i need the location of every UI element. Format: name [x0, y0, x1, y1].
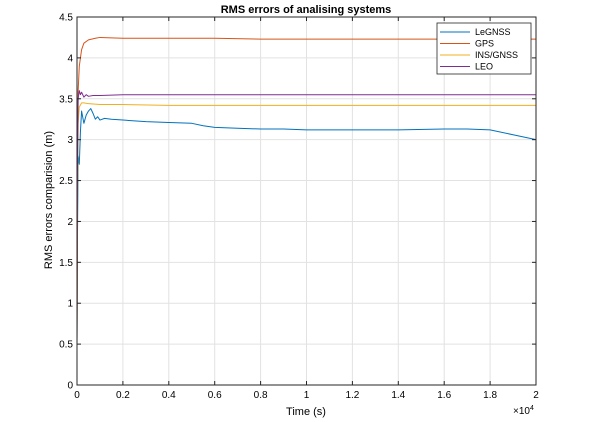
x-exponent-power: 4 — [530, 405, 534, 412]
x-tick-labels: 0 0.2 0.4 0.6 0.8 1 1.2 1.4 1.6 1.8 2 — [74, 390, 539, 401]
y-tick-label: 0 — [67, 381, 73, 392]
x-tick-label: 1.6 — [437, 390, 451, 401]
x-tick-label: 0.8 — [254, 390, 268, 401]
y-tick-label: 3.5 — [59, 94, 73, 105]
x-tick-label: 1.8 — [483, 390, 497, 401]
x-tick-label: 0.4 — [162, 390, 176, 401]
y-tick-label: 1 — [67, 299, 73, 310]
y-tick-label: 4 — [67, 53, 73, 64]
x-tick-label: 0.2 — [116, 390, 130, 401]
y-axis-label: RMS errors comparision (m) — [43, 131, 55, 269]
series-line-legnss — [76, 108, 537, 345]
y-tick-label: 2.5 — [59, 176, 73, 187]
series-line-ins-gnss — [76, 102, 536, 345]
x-axis-exponent: ×104 — [513, 405, 534, 417]
series-layer — [76, 36, 537, 345]
x-tick-label: 1.4 — [391, 390, 405, 401]
legend-label-gps: GPS — [475, 39, 494, 49]
x-tick-label: 1.2 — [345, 390, 359, 401]
legend-label-ins-gnss: INS/GNSS — [475, 50, 518, 60]
y-tick-labels: 0 0.5 1 1.5 2 2.5 3 3.5 4 4.5 — [59, 13, 73, 392]
x-axis-label: Time (s) — [286, 406, 326, 418]
x-tick-label: 0 — [74, 390, 80, 401]
x-tick-label: 1 — [304, 390, 310, 401]
series-line-gps — [76, 36, 536, 345]
chart-title: RMS errors of analising systems — [221, 4, 392, 16]
y-tick-label: 3 — [67, 135, 73, 146]
legend-label-legnss: LeGNSS — [475, 27, 511, 37]
x-tick-label: 0.6 — [208, 390, 222, 401]
x-exponent-base: ×10 — [513, 406, 530, 417]
legend-label-leo: LEO — [475, 62, 493, 72]
y-tick-label: 0.5 — [59, 340, 73, 351]
y-tick-label: 2 — [67, 217, 73, 228]
y-tick-label: 4.5 — [59, 13, 73, 24]
tick-marks — [76, 16, 537, 386]
x-tick-label: 2 — [533, 390, 539, 401]
series-line-leo — [76, 90, 536, 345]
y-tick-label: 1.5 — [59, 258, 73, 269]
